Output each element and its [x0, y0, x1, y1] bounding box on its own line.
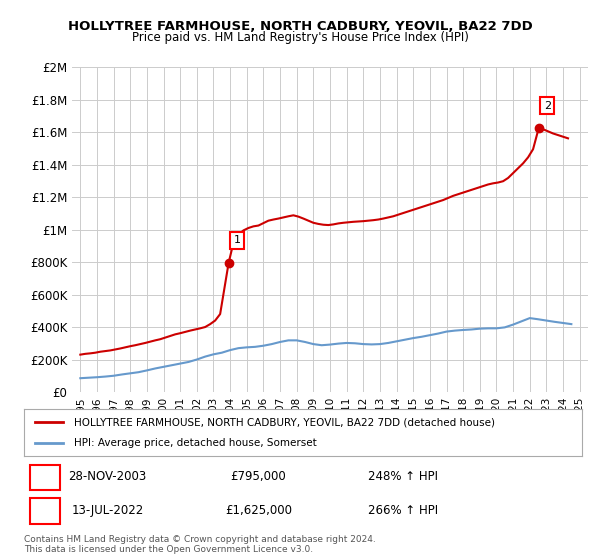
- Text: £1,625,000: £1,625,000: [225, 504, 292, 517]
- Text: 1: 1: [40, 470, 49, 483]
- Text: HOLLYTREE FARMHOUSE, NORTH CADBURY, YEOVIL, BA22 7DD (detached house): HOLLYTREE FARMHOUSE, NORTH CADBURY, YEOV…: [74, 417, 495, 427]
- Text: 248% ↑ HPI: 248% ↑ HPI: [368, 470, 439, 483]
- Text: 13-JUL-2022: 13-JUL-2022: [71, 504, 144, 517]
- Text: 266% ↑ HPI: 266% ↑ HPI: [368, 504, 439, 517]
- Text: HPI: Average price, detached house, Somerset: HPI: Average price, detached house, Some…: [74, 438, 317, 448]
- Text: 2: 2: [40, 504, 49, 517]
- Text: HOLLYTREE FARMHOUSE, NORTH CADBURY, YEOVIL, BA22 7DD: HOLLYTREE FARMHOUSE, NORTH CADBURY, YEOV…: [68, 20, 532, 32]
- Text: 1: 1: [233, 235, 241, 245]
- FancyBboxPatch shape: [29, 465, 60, 490]
- Text: Contains HM Land Registry data © Crown copyright and database right 2024.
This d: Contains HM Land Registry data © Crown c…: [24, 535, 376, 554]
- Text: 28-NOV-2003: 28-NOV-2003: [68, 470, 147, 483]
- Text: 2: 2: [544, 101, 551, 111]
- FancyBboxPatch shape: [29, 498, 60, 524]
- Text: Price paid vs. HM Land Registry's House Price Index (HPI): Price paid vs. HM Land Registry's House …: [131, 31, 469, 44]
- Text: £795,000: £795,000: [230, 470, 286, 483]
